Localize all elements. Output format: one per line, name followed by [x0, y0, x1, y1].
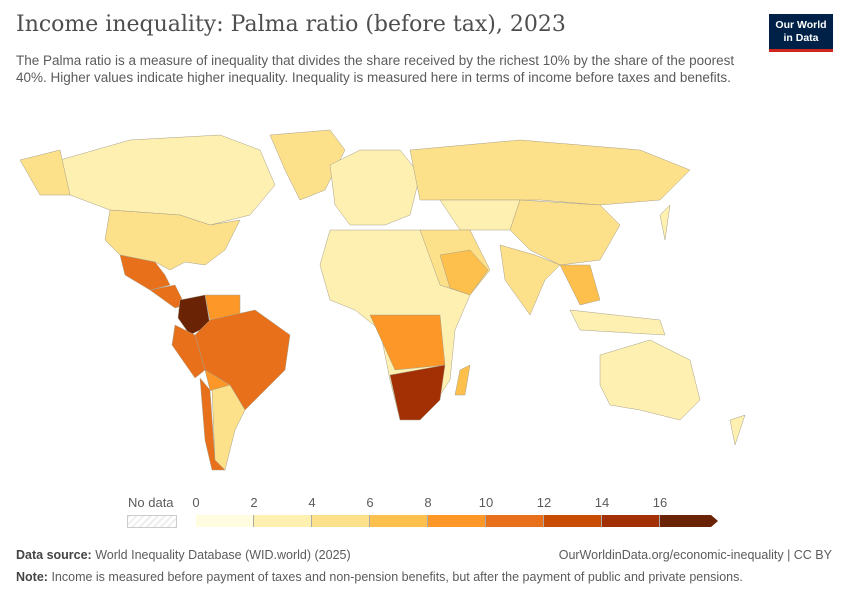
source-label: Data source: [16, 548, 92, 562]
country-mexico[interactable] [119, 254, 171, 291]
country-canada[interactable] [59, 134, 276, 226]
data-source: Data source: World Inequality Database (… [16, 548, 351, 562]
country-central-africa[interactable] [369, 314, 446, 371]
country-india[interactable] [499, 244, 561, 316]
country-peru[interactable] [171, 324, 206, 379]
legend-bin[interactable] [544, 515, 602, 527]
legend-bin[interactable] [196, 515, 254, 527]
country-greenland[interactable] [269, 129, 346, 201]
country-russia[interactable] [409, 139, 691, 206]
country-alaska-usa[interactable] [19, 149, 71, 196]
country-china[interactable] [509, 199, 621, 266]
legend: No data 0 2 4 6 8 10 12 14 16 [0, 495, 850, 535]
legend-tick: 4 [308, 495, 316, 510]
owid-logo[interactable]: Our World in Data [769, 14, 833, 52]
chart-subtitle: The Palma ratio is a measure of inequali… [16, 53, 735, 85]
country-argentina[interactable] [211, 384, 246, 471]
note: Note: Income is measured before payment … [16, 570, 743, 584]
country-japan[interactable] [659, 204, 671, 241]
source-url[interactable]: OurWorldinData.org/economic-inequality |… [558, 548, 832, 562]
legend-bin[interactable] [370, 515, 428, 527]
legend-tick: 16 [652, 495, 668, 510]
legend-tick: 14 [594, 495, 610, 510]
legend-bin[interactable] [660, 515, 718, 527]
legend-bin[interactable] [486, 515, 544, 527]
source-text[interactable]: World Inequality Database (WID.world) (2… [95, 548, 351, 562]
country-europe[interactable] [329, 149, 421, 226]
country-kazakhstan[interactable] [439, 199, 521, 231]
legend-bin[interactable] [428, 515, 486, 527]
legend-tick: 2 [250, 495, 258, 510]
legend-tick: 6 [366, 495, 374, 510]
country-madagascar[interactable] [454, 364, 471, 396]
country-indonesia[interactable] [569, 309, 666, 336]
country-united-states[interactable] [104, 209, 241, 271]
note-label: Note: [16, 570, 48, 584]
country-southeast-asia[interactable] [559, 264, 601, 306]
legend-bin[interactable] [254, 515, 312, 527]
no-data-swatch [127, 515, 177, 528]
country-southern-africa[interactable] [389, 364, 446, 421]
legend-bin[interactable] [312, 515, 370, 527]
legend-bin[interactable] [602, 515, 660, 527]
country-new-zealand[interactable] [729, 414, 746, 446]
no-data-label: No data [128, 495, 174, 510]
legend-tick: 10 [478, 495, 494, 510]
country-saudi-arabia[interactable] [439, 249, 489, 296]
chart-title: Income inequality: Palma ratio (before t… [16, 12, 566, 37]
world-map [19, 129, 746, 471]
legend-tick: 8 [424, 495, 432, 510]
note-text: Income is measured before payment of tax… [51, 570, 743, 584]
country-australia[interactable] [599, 339, 701, 421]
legend-tick: 0 [192, 495, 200, 510]
country-brazil[interactable] [194, 309, 291, 411]
legend-tick: 12 [536, 495, 552, 510]
